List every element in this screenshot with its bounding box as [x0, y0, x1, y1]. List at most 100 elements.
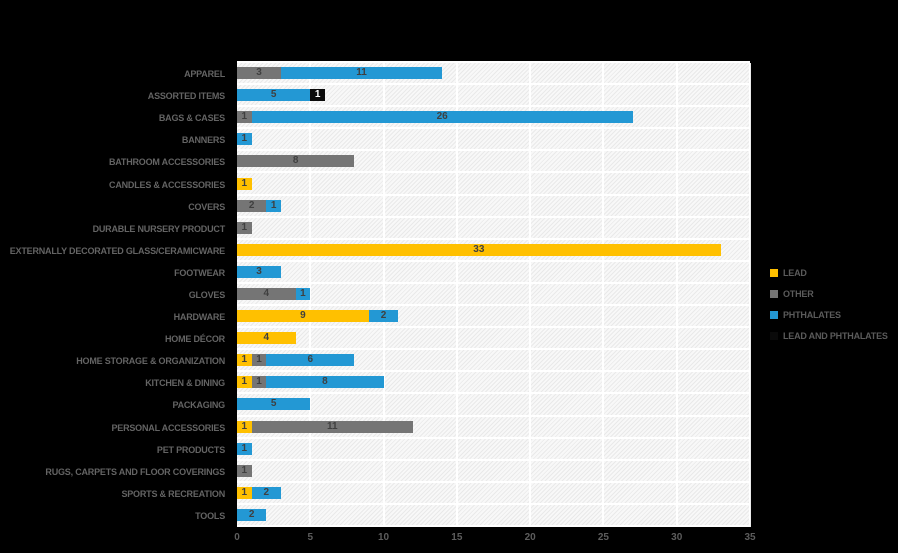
bar-segment-other: 4 [237, 287, 296, 300]
x-tick-label: 0 [234, 532, 240, 543]
bar-value-label: 1 [241, 420, 248, 432]
bar-value-label: 9 [300, 310, 306, 322]
bar-segment-phthalates: 2 [368, 310, 399, 323]
bar-segment-other: 3 [237, 67, 281, 80]
category-label: ASSORTED ITEMS [147, 91, 225, 102]
bar-segment-phthalates: 1 [237, 442, 252, 455]
bar-row: 1 26 [237, 107, 750, 130]
bar-segment-other: 2 [237, 199, 267, 212]
bar-value-label: 11 [326, 420, 338, 432]
bar-value-label: 1 [241, 221, 248, 233]
bar-segment-phthalates: 1 [266, 199, 281, 212]
legend-swatch [770, 289, 778, 298]
category-label: BAGS & CASES [158, 113, 225, 124]
bar-value-label: 1 [256, 354, 262, 366]
legend-label: LEAD AND PHTHALATES [783, 330, 888, 341]
legend: LEAD OTHER PHTHALATES LEAD AND PHTHALATES [770, 262, 888, 346]
x-tick-label: 35 [744, 532, 756, 543]
bar-value-label: 2 [263, 486, 270, 498]
bar-value-label: 2 [380, 310, 387, 322]
bar-value-label: 1 [241, 177, 248, 189]
gridline [382, 63, 385, 527]
bar-segment-lead: 33 [237, 243, 721, 256]
category-label: DURABLE NURSERY PRODUCT [92, 223, 226, 234]
bar-segment-phthalates: 6 [266, 354, 355, 367]
bar-value-label: 8 [292, 155, 299, 167]
bar-value-label: 1 [314, 89, 321, 101]
category-label: HARDWARE [173, 312, 226, 323]
x-tick-label: 10 [378, 532, 390, 543]
gridline [675, 63, 678, 527]
bar-value-label: 1 [241, 111, 248, 123]
bar-segment-phthalates: 2 [237, 508, 267, 521]
category-label: BANNERS [181, 135, 225, 146]
x-tick-label: 5 [307, 532, 314, 543]
bar-value-label: 1 [241, 354, 248, 366]
category-label: RUGS, CARPETS AND FLOOR COVERINGS [45, 466, 225, 477]
bar-value-label: 1 [241, 486, 248, 498]
bar-segment-other: 1 [237, 111, 252, 124]
bar-segment-other: 11 [251, 420, 413, 433]
bar-value-label: 11 [356, 67, 367, 79]
bar-value-label: 2 [248, 508, 255, 520]
bar-value-label: 2 [248, 199, 255, 211]
category-label: PET PRODUCTS [156, 444, 225, 455]
bar-row: 1 11 [237, 417, 750, 439]
bar-row: 2 [237, 505, 750, 527]
bar-value-label: 1 [270, 199, 277, 211]
bar-segment-other: 1 [237, 221, 252, 234]
category-label: FOOTWEAR [174, 267, 225, 278]
bar-value-label: 8 [322, 376, 328, 388]
bar-value-label: 26 [436, 111, 448, 123]
gridline [529, 63, 532, 527]
bar-segment-lead: 1 [237, 376, 252, 389]
category-label: COVERS [188, 201, 225, 212]
bar-row: 3 [237, 262, 750, 284]
bar-value-label: 1 [300, 287, 306, 299]
bar-value-label: 3 [256, 265, 262, 277]
bar-value-label: 33 [473, 243, 485, 255]
bar-row: 3 11 [237, 63, 750, 86]
x-tick-label: 15 [451, 532, 463, 543]
bar-segment-phthalates: 5 [237, 89, 311, 102]
bar-row: 1 [237, 129, 750, 152]
legend-item: PHTHALATES [770, 304, 888, 325]
bar-segment-other: 1 [251, 376, 267, 389]
bar-segment-phthalates: 11 [280, 67, 443, 80]
legend-label: OTHER [783, 288, 814, 299]
category-label: HOME STORAGE & ORGANIZATION [76, 356, 225, 367]
bar-segment-lead: 1 [237, 486, 252, 499]
bar-segment-phthalates: 5 [237, 398, 311, 411]
category-label: HOME DÉCOR [164, 334, 225, 345]
legend-item: OTHER [770, 283, 888, 304]
category-label: APPAREL [184, 69, 225, 80]
category-label: PERSONAL ACCESSORIES [111, 422, 225, 433]
legend-label: PHTHALATES [783, 309, 841, 320]
bar-segment-other: 1 [251, 354, 267, 367]
legend-swatch [770, 268, 778, 277]
bar-row: 1 [237, 173, 750, 196]
category-label: GLOVES [188, 289, 226, 300]
bar-row: 33 [237, 240, 750, 262]
legend-label: LEAD [783, 267, 807, 278]
bar-segment-phthalates: 3 [237, 265, 281, 278]
bar-value-label: 5 [270, 398, 277, 410]
bar-segment-lead-and-phthalates: 1 [310, 89, 325, 102]
legend-swatch [770, 310, 778, 319]
bar-value-label: 1 [241, 376, 248, 388]
bar-segment-phthalates: 26 [251, 111, 633, 124]
x-tick-label: 20 [524, 532, 536, 543]
bar-value-label: 3 [256, 67, 262, 79]
bar-segment-phthalates: 8 [266, 376, 384, 389]
bar-row: 1 [237, 218, 750, 240]
bar-value-label: 6 [307, 354, 314, 366]
bar-row: 8 [237, 151, 750, 174]
category-label: EXTERNALLY DECORATED GLASS/CERAMICWARE [9, 245, 225, 256]
bar-rows: 3 11 5 1 1 26 1 8 1 2 1 1 33 3 4 1 9 2 4 1 1 6 1 1 8 5 1 11 1 1 1 2 2 [237, 63, 750, 527]
